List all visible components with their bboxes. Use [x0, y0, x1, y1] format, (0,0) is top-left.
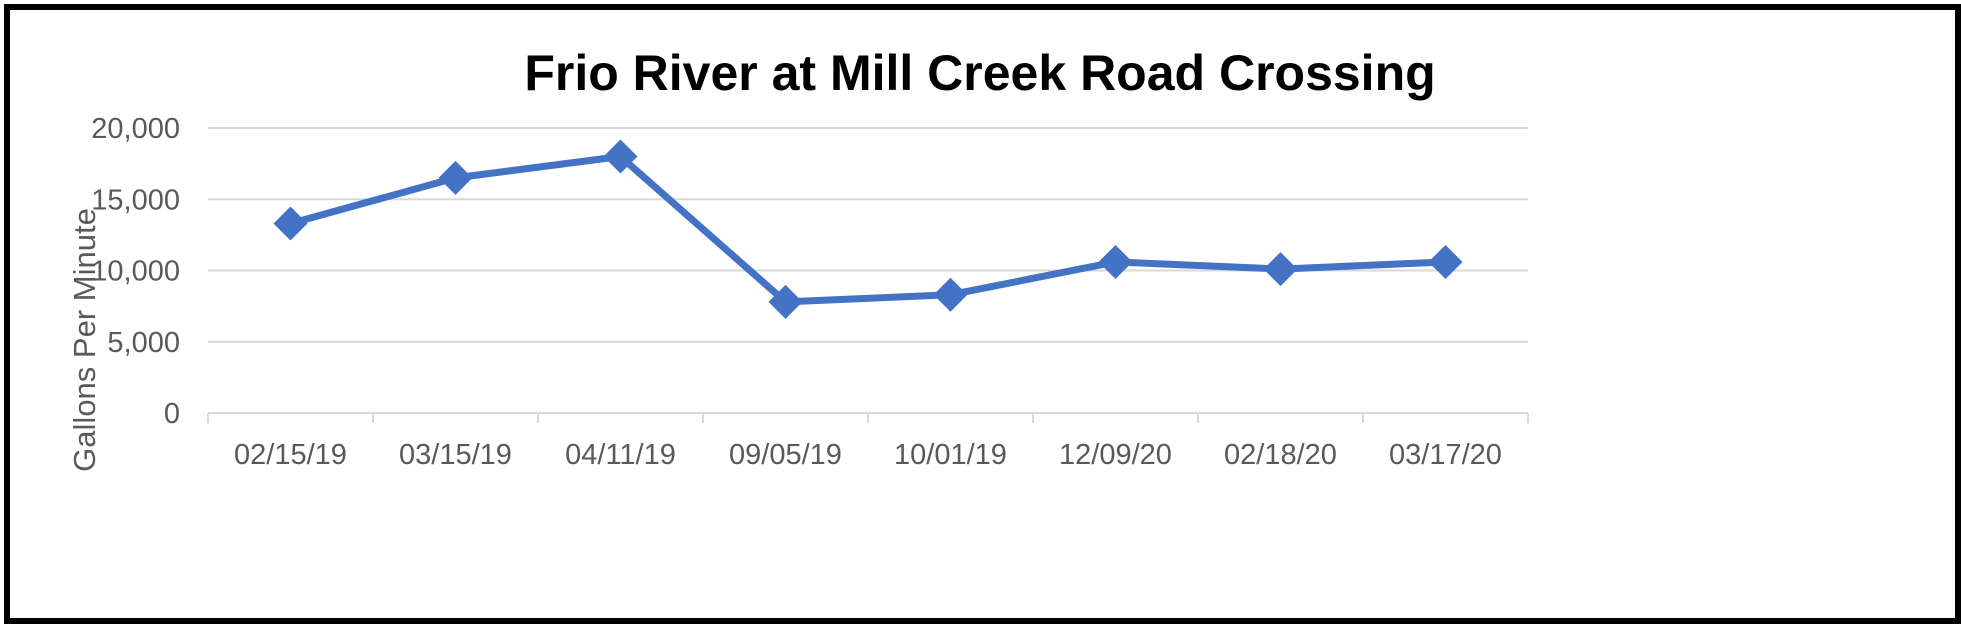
x-tick-label: 02/15/19 [234, 439, 347, 471]
y-axis-ticks: 0 5,000 10,000 15,000 20,000 [91, 113, 180, 430]
data-point-marker [603, 139, 638, 174]
data-point-marker [1263, 252, 1298, 287]
y-tick-label: 10,000 [91, 256, 180, 288]
x-tick-label: 04/11/19 [565, 439, 676, 471]
data-point-marker [273, 206, 308, 241]
data-point-marker [1428, 244, 1463, 279]
x-tick-label: 02/18/20 [1224, 439, 1337, 471]
gridlines [208, 127, 1528, 343]
y-tick-label: 15,000 [91, 184, 180, 216]
chart-frame [4, 4, 1961, 624]
data-point-marker [1098, 244, 1133, 279]
chart-title: Frio River at Mill Creek Road Crossing [524, 45, 1435, 101]
y-axis-label: Gallons Per Minute [67, 208, 102, 472]
x-tick-label: 09/05/19 [729, 439, 842, 471]
x-tick-label: 10/01/19 [894, 439, 1007, 471]
y-tick-label: 0 [164, 398, 180, 430]
x-tick-label: 03/17/20 [1389, 439, 1502, 471]
data-point-marker [438, 160, 473, 195]
y-tick-label: 5,000 [107, 327, 180, 359]
data-point-marker [933, 277, 968, 312]
x-axis-ticks: 02/15/19 03/15/19 04/11/19 09/05/19 10/01/19… [234, 439, 1502, 471]
x-axis [207, 412, 1529, 423]
y-tick-label: 20,000 [91, 113, 180, 145]
series-line-group [273, 139, 1463, 319]
series-line [289, 153, 1446, 306]
data-point-marker [768, 284, 803, 319]
x-tick-label: 03/15/19 [399, 439, 512, 471]
x-tick-label: 12/09/20 [1059, 439, 1172, 471]
